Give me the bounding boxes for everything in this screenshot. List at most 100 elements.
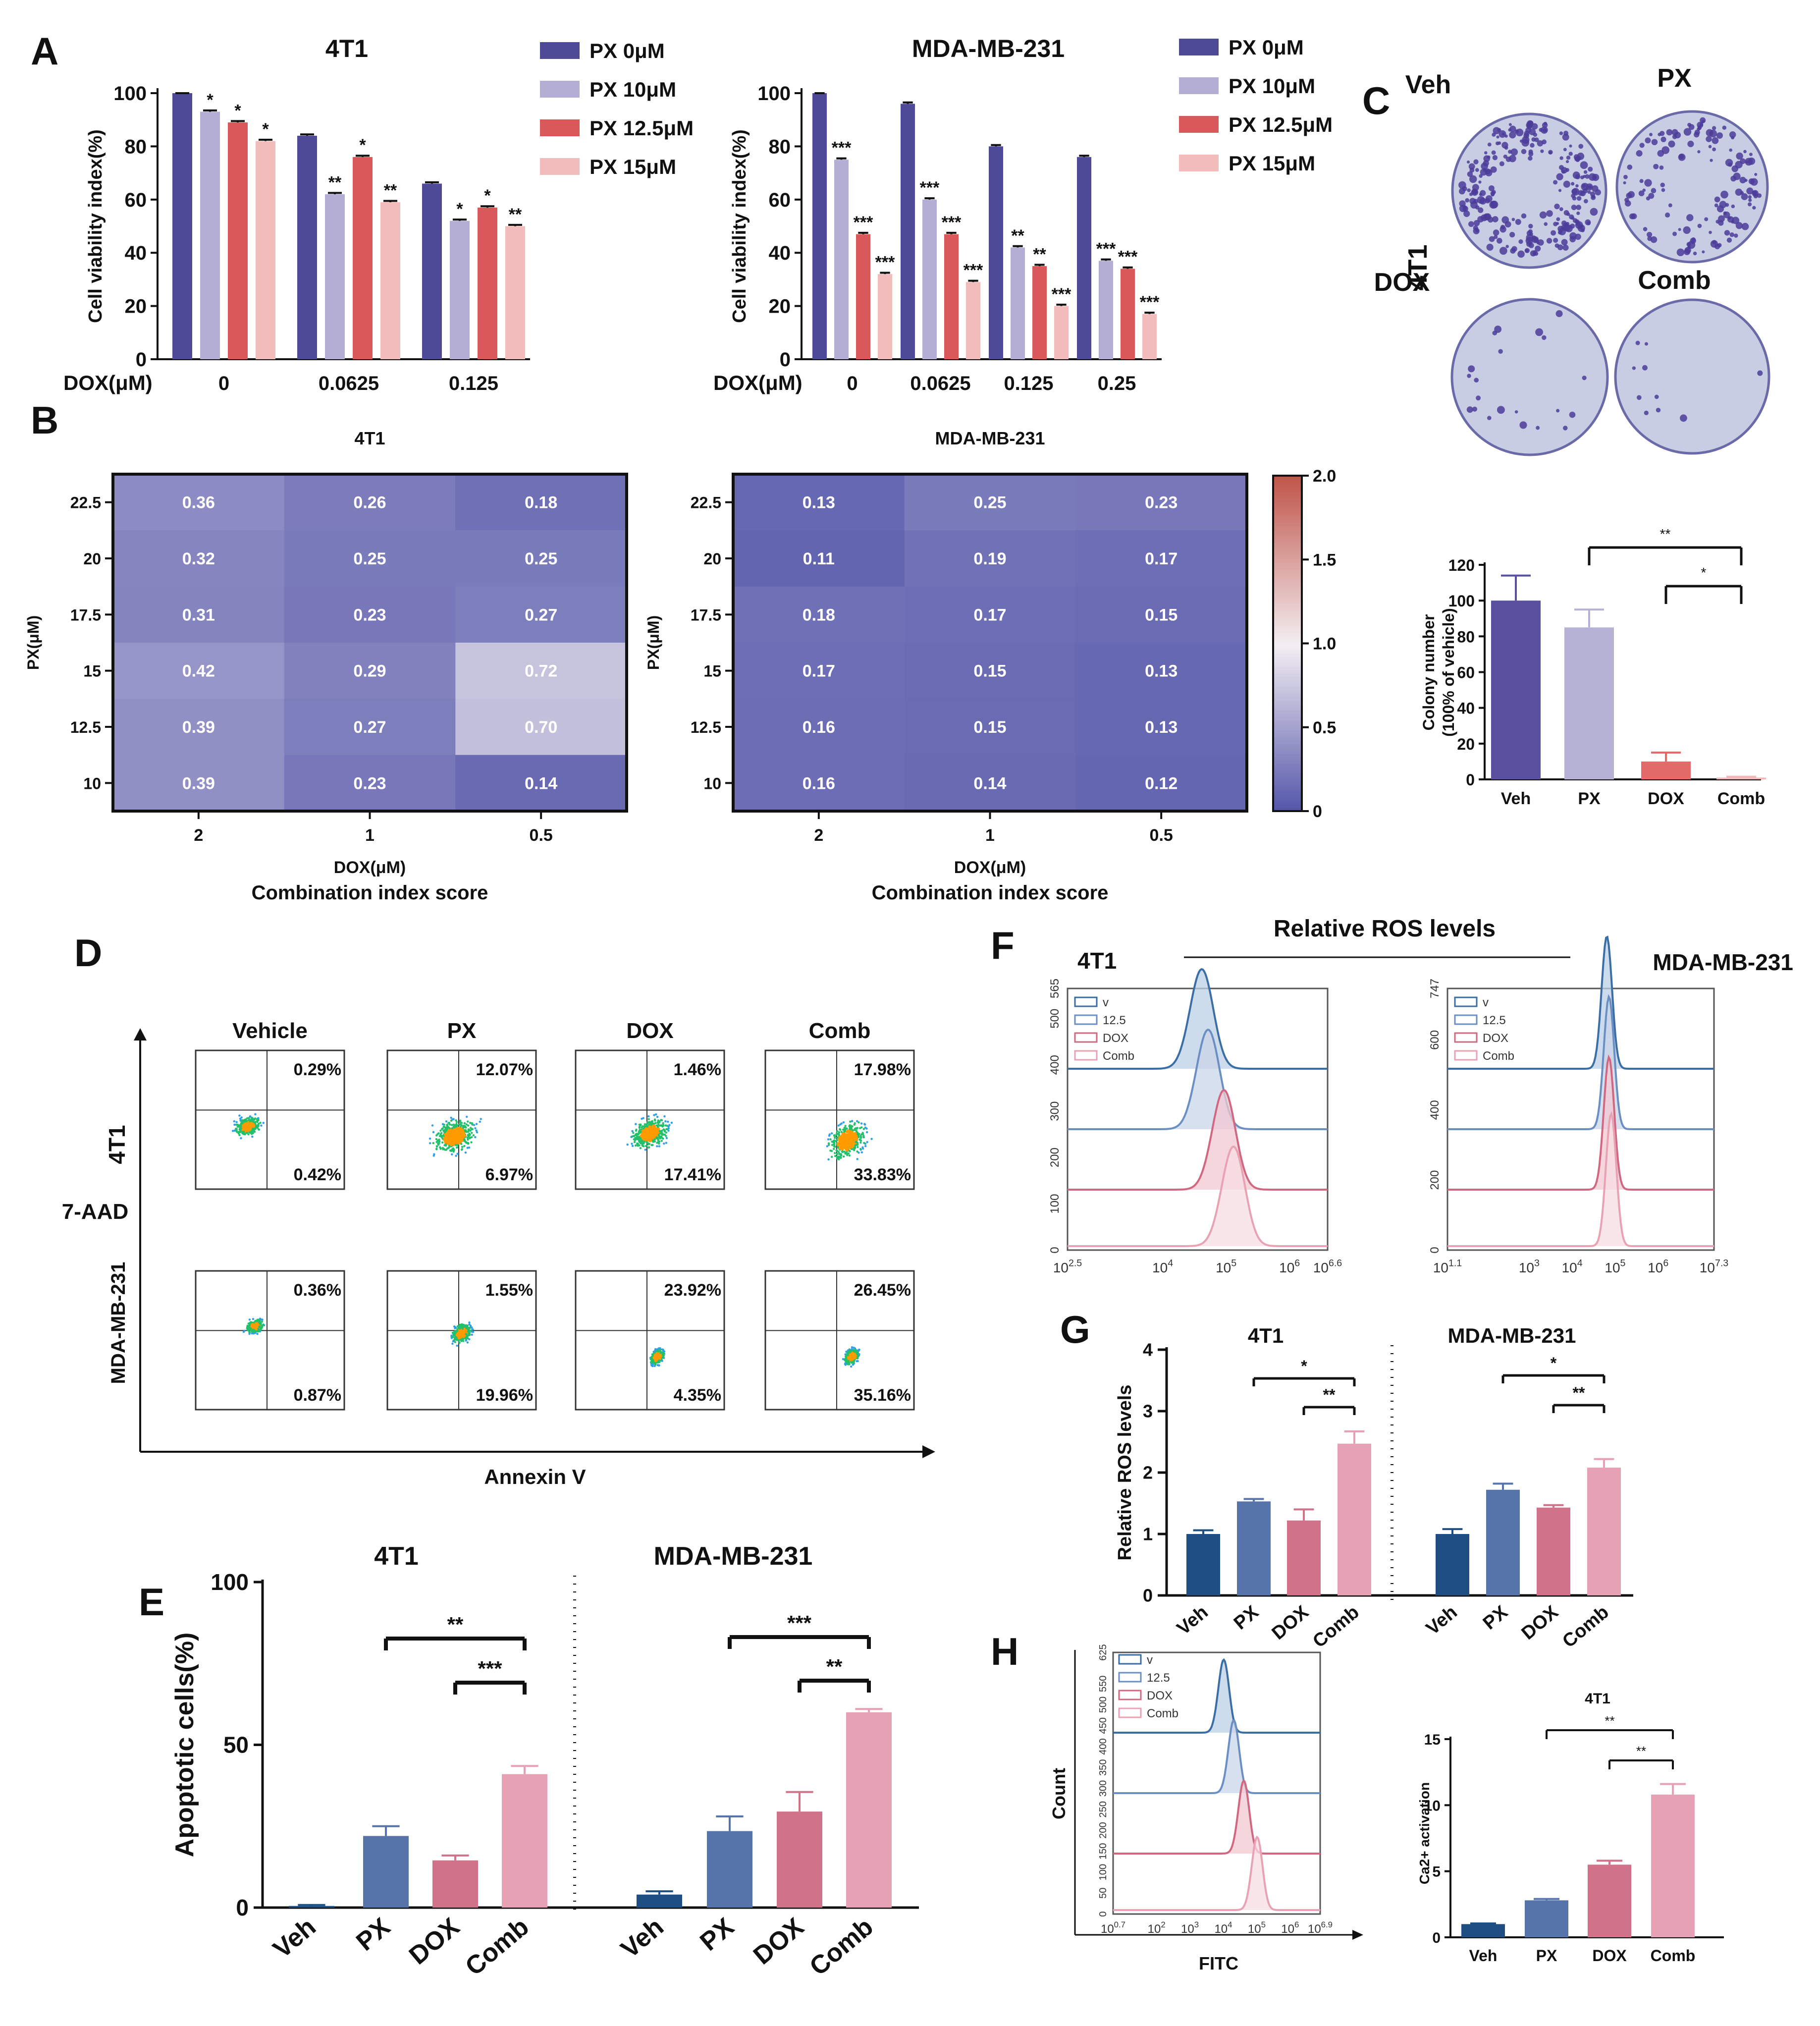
significance-label: ***	[854, 213, 873, 232]
histogram-line	[1068, 1028, 1328, 1130]
colony-dot	[1558, 189, 1562, 192]
heatmap-cell	[904, 530, 1076, 587]
event-dot	[254, 1113, 257, 1115]
y-tick-label: 10	[703, 774, 721, 792]
colony-dot	[1472, 184, 1479, 191]
bar	[297, 135, 317, 359]
significance-label: **	[328, 173, 342, 192]
y-tick-label: 625	[1098, 1644, 1109, 1660]
y-tick-label: 565	[1048, 979, 1062, 998]
event-dot	[854, 1354, 857, 1358]
event-dot	[855, 1144, 857, 1147]
event-dot	[838, 1152, 841, 1155]
event-dot	[661, 1348, 664, 1351]
x-tick-label: Comb	[1717, 789, 1765, 808]
bar	[502, 1774, 547, 1908]
event-dot	[665, 1142, 668, 1144]
group-title: 4T1	[374, 1542, 419, 1571]
event-dot	[859, 1127, 861, 1129]
histogram-legend: v 12.5 DOX Comb	[1118, 1653, 1178, 1720]
event-dot	[239, 1128, 242, 1131]
event-dot	[429, 1142, 431, 1145]
y-tick-label: 300	[1098, 1780, 1109, 1797]
y-tick-label: 2	[1143, 1463, 1153, 1483]
colony-dot	[1518, 239, 1523, 244]
quadrant-percent: 6.97%	[485, 1165, 533, 1184]
event-dot	[828, 1135, 831, 1137]
chart-D: 7-AAD Annexin V 4T1 MDA-MB-231 Vehicle PX DOX C…	[62, 1019, 935, 1488]
event-dot	[471, 1123, 474, 1126]
event-dot	[466, 1136, 469, 1139]
chart-title: 4T1	[354, 428, 385, 448]
colony-dot	[1748, 195, 1752, 199]
event-dot	[642, 1136, 645, 1140]
dot-plot-frame	[764, 1270, 915, 1411]
colony-dot	[1497, 238, 1502, 244]
event-dot	[843, 1150, 846, 1153]
event-dot	[467, 1138, 469, 1141]
histogram-line	[1113, 1719, 1320, 1794]
bar	[966, 282, 980, 359]
colony-dot	[1536, 426, 1540, 430]
colony-dot	[1704, 217, 1709, 221]
event-dot	[846, 1127, 848, 1130]
event-dot	[446, 1138, 449, 1142]
bar	[1338, 1443, 1371, 1595]
event-dot	[450, 1149, 453, 1151]
colorbar-segment	[1273, 727, 1302, 731]
event-dot	[259, 1319, 261, 1322]
event-dot	[469, 1136, 472, 1139]
event-dot	[259, 1121, 262, 1124]
event-dot	[455, 1123, 458, 1125]
colorbar-segment	[1273, 761, 1302, 765]
event-dot	[233, 1123, 236, 1126]
event-dot	[455, 1338, 458, 1341]
x-tick-label: Comb	[804, 1913, 879, 1981]
plot-frame	[1446, 987, 1715, 1251]
x-tick-label: 0.25	[1098, 373, 1136, 394]
event-dot	[658, 1120, 661, 1123]
colony-dot	[1556, 217, 1560, 221]
y-tick-label: 100	[757, 83, 791, 105]
bar	[944, 234, 959, 359]
y-tick-label: 150	[1098, 1843, 1109, 1860]
colorbar-segment	[1273, 690, 1302, 695]
event-dot	[655, 1113, 657, 1116]
dot-plot-frame	[386, 1049, 537, 1190]
colorbar-segment	[1273, 713, 1302, 718]
event-dot	[639, 1147, 642, 1150]
event-dot	[454, 1124, 456, 1127]
significance-label: ***	[964, 261, 983, 280]
heatmap-cell	[284, 530, 456, 587]
x-tick-label: 107.3	[1700, 1258, 1728, 1275]
significance-label: ***	[1096, 240, 1116, 259]
y-tick-label: 0	[1428, 1247, 1442, 1253]
event-dot	[849, 1120, 852, 1123]
event-dot	[435, 1145, 438, 1148]
colony-dot	[1492, 155, 1498, 161]
colony-dot	[1735, 222, 1743, 229]
bar	[1588, 1864, 1631, 1937]
event-dot	[449, 1123, 451, 1126]
colony-dot	[1743, 150, 1747, 154]
x-tick-label: DOX	[1268, 1601, 1313, 1644]
colorbar-segment	[1273, 573, 1302, 577]
colony-dot	[1686, 242, 1691, 247]
colorbar-segment	[1273, 774, 1302, 778]
colorbar-segment	[1273, 593, 1302, 597]
bar	[450, 220, 470, 359]
heatmap-cell	[1075, 474, 1247, 531]
colony-dot	[1565, 160, 1569, 164]
y-tick-label: 10	[83, 774, 101, 792]
legend-swatch	[1454, 1014, 1478, 1025]
event-dot	[451, 1336, 454, 1338]
heatmap-value: 0.36	[182, 493, 215, 512]
colony-dot	[1572, 196, 1577, 201]
quadrant-percent: 0.29%	[294, 1060, 341, 1079]
legend-swatch	[1179, 77, 1219, 94]
y-tick-label: 200	[1428, 1170, 1442, 1190]
colorbar-segment	[1273, 777, 1302, 782]
event-dot	[456, 1152, 459, 1155]
event-dot	[248, 1117, 250, 1119]
y-tick-label: 50	[223, 1732, 249, 1758]
